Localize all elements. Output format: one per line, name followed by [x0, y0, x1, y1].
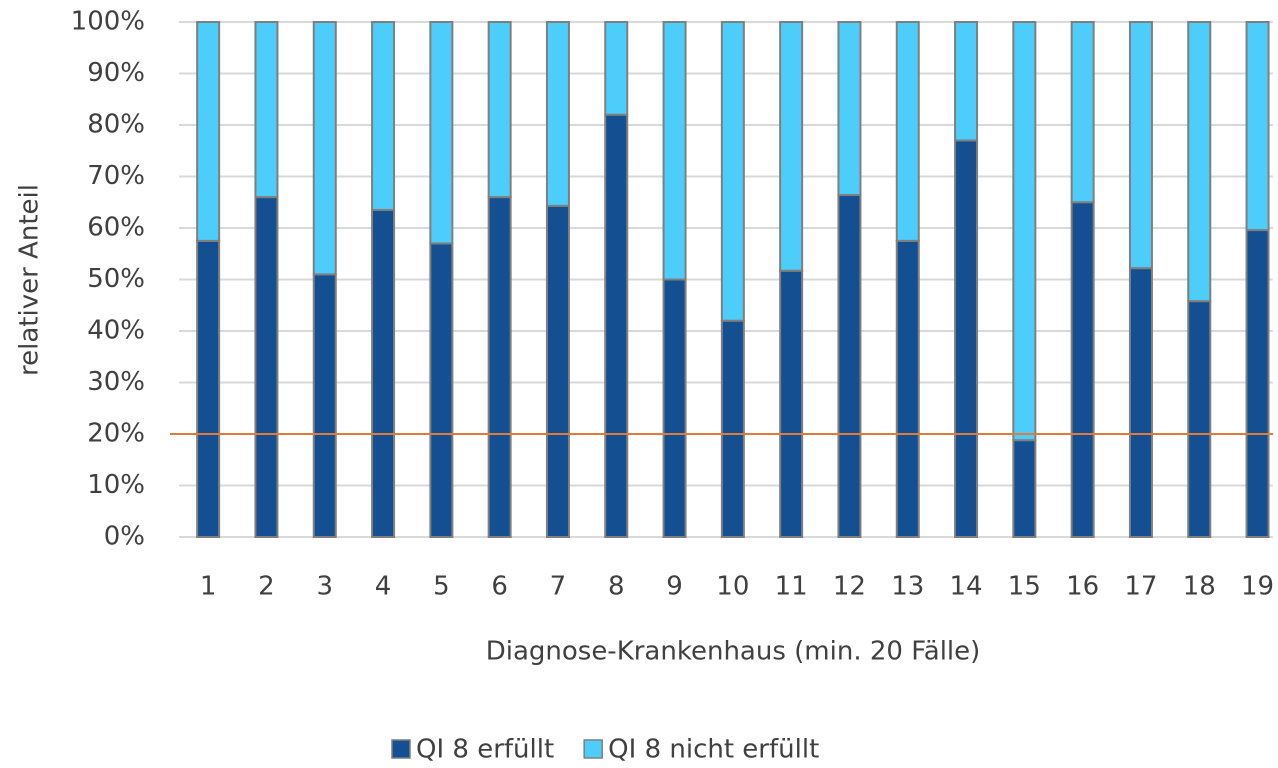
- bar-segment: [895, 21, 920, 242]
- x-axis-title: Diagnose-Krankenhaus (min. 20 Fälle): [486, 637, 981, 667]
- bar-segment: [1070, 201, 1095, 538]
- y-tick-label: 90%: [87, 58, 145, 88]
- bar-segment: [1070, 21, 1095, 204]
- x-tick-label: 2: [258, 572, 275, 602]
- y-tick-label: 50%: [87, 264, 145, 294]
- bar-segment: [1187, 300, 1212, 538]
- bar-segment: [720, 21, 745, 322]
- y-tick-label: 40%: [87, 316, 145, 346]
- bar-segment: [487, 21, 512, 199]
- y-tick-label: 70%: [87, 161, 145, 191]
- bar-segment: [429, 242, 454, 538]
- bar-segment: [954, 139, 979, 538]
- bar-segment: [254, 196, 279, 538]
- x-tick-label: 16: [1066, 572, 1099, 602]
- x-tick-label: 18: [1183, 572, 1216, 602]
- bar-segment: [895, 239, 920, 538]
- x-tick-label: 3: [316, 572, 333, 602]
- y-tick-label: 30%: [87, 367, 145, 397]
- bar-segment: [1128, 21, 1153, 270]
- x-tick-label: 13: [891, 572, 924, 602]
- bar-segment: [779, 21, 804, 272]
- y-tick-label: 60%: [87, 213, 145, 243]
- bar-segment: [312, 273, 337, 538]
- y-tick-label: 10%: [87, 470, 145, 500]
- bar-segment: [1128, 267, 1153, 538]
- bar-segment: [545, 21, 570, 207]
- bar-segment: [1187, 21, 1212, 303]
- bar-segment: [254, 21, 279, 199]
- bar-segment: [954, 21, 979, 142]
- bar-segment: [837, 194, 862, 538]
- legend-label: QI 8 nicht erfüllt: [608, 735, 819, 765]
- legend-swatch: [583, 739, 603, 759]
- bar-segment: [720, 319, 745, 539]
- bar-segment: [1245, 21, 1270, 232]
- x-tick-label: 11: [775, 572, 808, 602]
- bar-segment: [196, 239, 221, 538]
- bar-segment: [196, 21, 221, 242]
- legend-label: QI 8 erfüllt: [416, 735, 554, 765]
- x-tick-label: 12: [833, 572, 866, 602]
- bar-segment: [837, 21, 862, 197]
- y-axis-title: relativer Anteil: [15, 184, 45, 376]
- bar-segment: [1012, 439, 1037, 538]
- x-tick-label: 5: [433, 572, 450, 602]
- bar-segment: [1245, 229, 1270, 538]
- y-tick-label: 100%: [71, 7, 145, 37]
- x-tick-label: 6: [491, 572, 508, 602]
- x-tick-label: 1: [200, 572, 217, 602]
- bar-segment: [371, 208, 396, 538]
- bar-segment: [312, 21, 337, 276]
- x-tick-label: 9: [666, 572, 683, 602]
- x-tick-label: 8: [608, 572, 625, 602]
- bar-segment: [604, 21, 629, 116]
- y-tick-label: 0%: [104, 522, 145, 552]
- bar-segment: [429, 21, 454, 245]
- y-tick-label: 20%: [87, 419, 145, 449]
- x-tick-label: 14: [950, 572, 983, 602]
- x-tick-label: 19: [1241, 572, 1274, 602]
- bar-segment: [545, 204, 570, 538]
- bar-segment: [662, 278, 687, 538]
- x-tick-label: 7: [550, 572, 567, 602]
- x-tick-label: 17: [1124, 572, 1157, 602]
- bar-segment: [487, 196, 512, 538]
- bar-segment: [1012, 21, 1037, 442]
- x-tick-label: 4: [375, 572, 392, 602]
- legend-swatch: [391, 739, 411, 759]
- bar-segment: [662, 21, 687, 281]
- y-tick-label: 80%: [87, 110, 145, 140]
- bar-segment: [779, 269, 804, 538]
- bar-segment: [371, 21, 396, 211]
- bar-segment: [604, 113, 629, 538]
- x-tick-label: 10: [716, 572, 749, 602]
- x-tick-label: 15: [1008, 572, 1041, 602]
